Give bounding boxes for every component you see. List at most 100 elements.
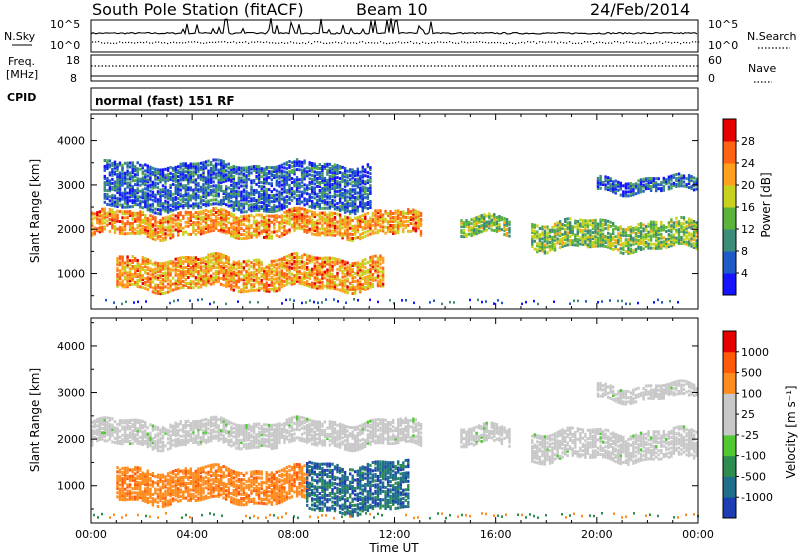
power-cell xyxy=(303,214,306,217)
power-cell xyxy=(212,180,215,184)
power-cell xyxy=(586,225,590,229)
power-cell xyxy=(139,179,142,183)
power-cell xyxy=(141,274,144,278)
power-cell xyxy=(245,260,248,263)
power-cell xyxy=(333,226,337,229)
power-cell xyxy=(245,190,248,194)
power-cell xyxy=(199,187,203,191)
power-cell xyxy=(257,180,261,184)
power-cell xyxy=(639,224,643,228)
power-cell xyxy=(154,181,157,185)
power-cell xyxy=(182,266,185,269)
power-cell xyxy=(116,215,119,219)
power-cell xyxy=(311,255,314,259)
power-cell xyxy=(177,205,180,208)
power-cell xyxy=(465,225,468,229)
power-cell xyxy=(290,181,294,184)
power-cell xyxy=(255,213,258,217)
power-cell xyxy=(283,218,286,222)
power-cell xyxy=(642,237,645,241)
power-cell xyxy=(194,196,198,200)
power-cell xyxy=(397,213,400,217)
power-cell xyxy=(103,207,106,211)
power-cell xyxy=(194,266,198,270)
power-cell xyxy=(247,171,251,175)
power-cell xyxy=(247,207,251,211)
power-cell xyxy=(265,273,268,277)
power-cell xyxy=(212,280,215,284)
power-cell xyxy=(156,270,160,273)
power-cell xyxy=(171,174,175,178)
power-cell xyxy=(113,170,117,174)
power-cell xyxy=(531,229,534,232)
power-cell xyxy=(614,183,617,187)
power-cell xyxy=(116,213,119,217)
power-cell xyxy=(321,192,324,196)
power-cell xyxy=(369,226,372,230)
power-cell xyxy=(599,236,602,240)
power-cell xyxy=(336,224,339,228)
power-cell xyxy=(599,230,602,234)
power-cell xyxy=(321,211,324,215)
power-cell xyxy=(146,200,149,204)
power-cell xyxy=(594,228,597,232)
power-cell xyxy=(134,217,137,221)
power-cell xyxy=(111,171,114,175)
power-cell xyxy=(584,243,587,247)
power-cell xyxy=(237,278,241,282)
power-cell xyxy=(202,260,205,264)
power-cell xyxy=(265,189,268,193)
power-cell xyxy=(614,185,617,189)
power-cell xyxy=(118,228,122,231)
power-cell xyxy=(619,231,622,235)
power-cell xyxy=(349,287,352,291)
power-cell xyxy=(156,192,160,196)
power-cell xyxy=(174,273,177,277)
power-cell xyxy=(627,182,630,186)
power-cell xyxy=(359,186,362,190)
power-cell xyxy=(240,184,243,188)
power-cell xyxy=(412,214,415,218)
power-cell xyxy=(376,221,380,225)
power-cell xyxy=(361,277,364,281)
power-cell xyxy=(217,209,220,213)
power-cell xyxy=(222,263,225,267)
power-cell xyxy=(361,195,364,199)
power-cell xyxy=(245,230,248,234)
power-cell xyxy=(131,215,134,219)
power-cell xyxy=(533,231,536,235)
power-cell xyxy=(214,176,218,180)
power-cell xyxy=(498,217,501,220)
power-cell xyxy=(227,204,230,208)
power-cell xyxy=(260,221,263,225)
power-cell xyxy=(376,219,380,223)
power-cell xyxy=(576,234,579,237)
power-cell xyxy=(655,226,658,230)
power-cell xyxy=(586,219,590,223)
power-cell xyxy=(270,236,273,240)
power-cell xyxy=(298,277,301,281)
power-cell xyxy=(141,188,144,192)
power-cell xyxy=(326,227,329,231)
power-cell xyxy=(212,166,215,170)
power-cell xyxy=(596,236,600,240)
power-cell xyxy=(419,231,423,235)
power-cell xyxy=(121,177,124,181)
power-cell xyxy=(245,274,248,277)
power-cell xyxy=(601,240,605,244)
power-cell xyxy=(255,169,258,172)
power-cell xyxy=(225,231,228,235)
power-cell xyxy=(364,220,367,224)
power-cell xyxy=(371,231,375,235)
power-cell xyxy=(354,188,357,192)
power-cell xyxy=(263,207,266,211)
power-cell xyxy=(136,225,139,229)
power-cell xyxy=(252,191,256,195)
power-cell xyxy=(649,230,653,234)
power-cell xyxy=(336,267,339,271)
power-cell xyxy=(156,208,160,212)
power-cell xyxy=(495,225,499,229)
power-cell xyxy=(171,176,175,180)
power-cell xyxy=(164,232,167,236)
power-cell xyxy=(187,210,190,214)
